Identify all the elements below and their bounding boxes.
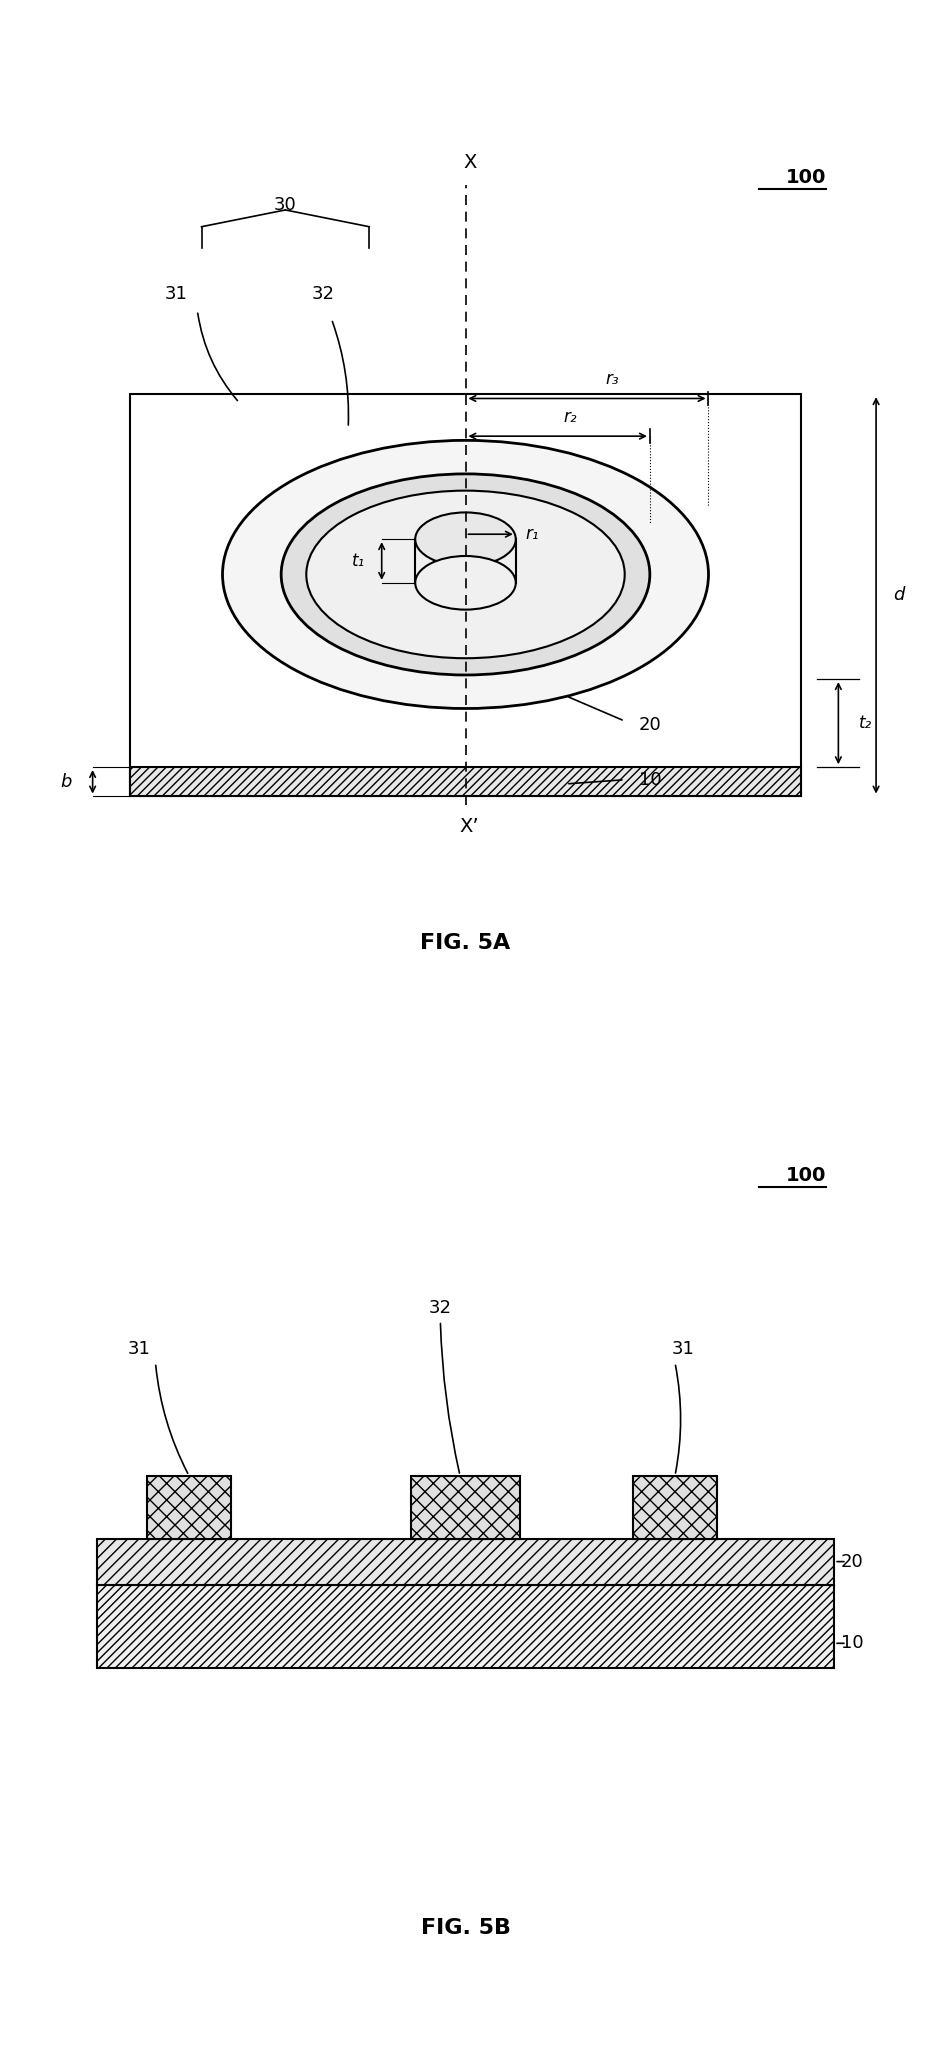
Bar: [97, 1539, 834, 1584]
Ellipse shape: [415, 555, 516, 609]
Text: 100: 100: [786, 1166, 826, 1185]
Bar: [412, 1475, 520, 1539]
Text: r₂: r₂: [563, 407, 577, 426]
Text: 30: 30: [274, 195, 297, 214]
Text: t₂: t₂: [859, 714, 872, 732]
Text: d: d: [893, 586, 904, 605]
Text: 32: 32: [429, 1298, 452, 1316]
Text: 10: 10: [841, 1635, 864, 1652]
Text: 32: 32: [312, 284, 334, 302]
Bar: [147, 1475, 231, 1539]
Text: FIG. 5A: FIG. 5A: [421, 934, 510, 952]
Text: 31: 31: [165, 284, 188, 302]
Ellipse shape: [415, 512, 516, 566]
Bar: [130, 395, 801, 796]
Text: 31: 31: [128, 1341, 150, 1358]
Text: r₁: r₁: [526, 525, 539, 543]
Text: FIG. 5B: FIG. 5B: [421, 1919, 510, 1938]
Text: 100: 100: [786, 169, 826, 187]
Bar: [633, 1475, 717, 1539]
Bar: [130, 767, 801, 796]
Ellipse shape: [306, 492, 625, 658]
Text: b: b: [61, 773, 72, 790]
Ellipse shape: [223, 440, 708, 708]
Bar: [97, 1584, 834, 1668]
Text: 31: 31: [672, 1341, 695, 1358]
Text: X’: X’: [460, 817, 479, 837]
Text: 20: 20: [639, 716, 661, 734]
Text: r₃: r₃: [605, 370, 619, 389]
Ellipse shape: [281, 473, 650, 675]
Text: 10: 10: [639, 771, 661, 788]
Bar: [415, 539, 516, 582]
Text: 20: 20: [841, 1553, 864, 1572]
Text: t₁: t₁: [352, 551, 365, 570]
Text: X: X: [463, 152, 477, 173]
